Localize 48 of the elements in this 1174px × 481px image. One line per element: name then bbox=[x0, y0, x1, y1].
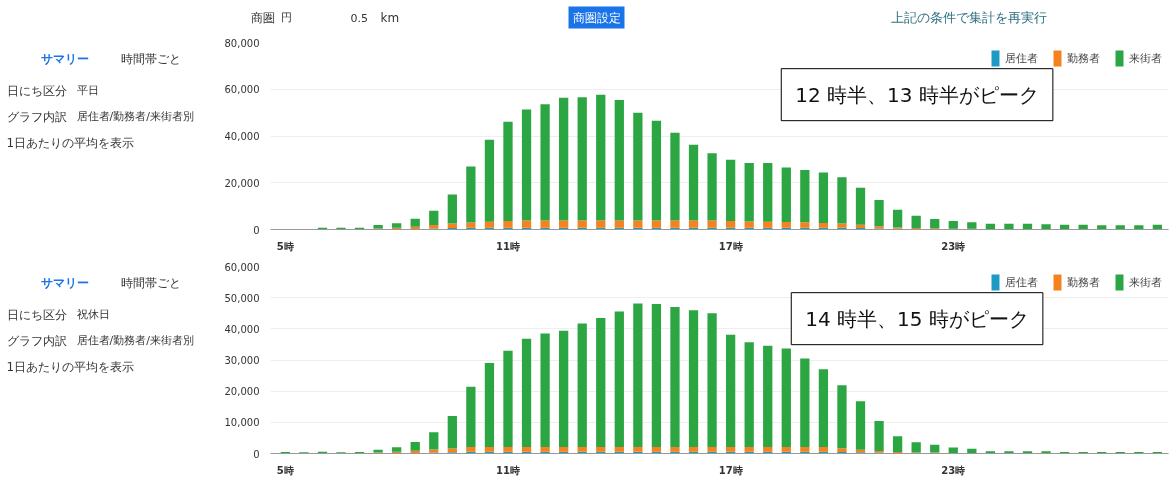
text: 日にち区分 bbox=[6, 83, 67, 98]
text: 1日あたりの平均を表示 bbox=[6, 359, 135, 374]
x-tick-label: 17時 bbox=[718, 464, 743, 476]
text: サマリー bbox=[40, 51, 89, 66]
text: サマリー bbox=[40, 275, 89, 290]
x-tick-label: 5時 bbox=[276, 464, 294, 476]
x-tick-label: 23時 bbox=[941, 464, 966, 476]
annotation: 14 時半、15 時がピーク bbox=[805, 306, 1029, 331]
text: 0.5 bbox=[350, 11, 368, 25]
y-tick-label: 0 bbox=[253, 224, 260, 236]
text: グラフ内訳 bbox=[6, 109, 67, 124]
legend-label: 来街者 bbox=[1129, 50, 1162, 66]
legend-label: 居住者 bbox=[1005, 50, 1038, 66]
x-tick-label: 23時 bbox=[941, 240, 966, 252]
y-tick-label: 60,000 bbox=[224, 261, 260, 273]
x-tick-label: 11時 bbox=[496, 240, 520, 252]
text: 上記の条件で集計を再実行 bbox=[890, 10, 1047, 25]
y-tick-label: 40,000 bbox=[224, 131, 260, 142]
text: 時間帯ごと bbox=[120, 51, 181, 66]
legend-label: 勤務者 bbox=[1067, 50, 1100, 66]
text: 時間帯ごと bbox=[120, 275, 181, 290]
y-tick-label: 50,000 bbox=[224, 292, 260, 304]
text: km bbox=[380, 10, 400, 25]
y-tick-label: 30,000 bbox=[224, 355, 260, 366]
annotation: 12 時半、13 時半がピーク bbox=[795, 82, 1039, 107]
x-tick-label: 5時 bbox=[276, 240, 294, 252]
text: 平日 bbox=[76, 84, 99, 97]
y-tick-label: 80,000 bbox=[224, 37, 260, 49]
y-tick-label: 20,000 bbox=[224, 177, 260, 189]
text: 日にち区分 bbox=[6, 307, 67, 322]
x-tick-label: 11時 bbox=[496, 464, 520, 476]
legend-label: 居住者 bbox=[1005, 274, 1038, 290]
y-tick-label: 10,000 bbox=[224, 417, 260, 429]
text: 居住者/勤務者/来街者別 bbox=[76, 334, 194, 347]
text: 円 bbox=[280, 11, 292, 24]
x-tick-label: 17時 bbox=[718, 240, 743, 252]
text: 1日あたりの平均を表示 bbox=[6, 135, 135, 150]
y-tick-label: 60,000 bbox=[224, 84, 260, 96]
legend-label: 勤務者 bbox=[1067, 274, 1100, 290]
legend-label: 来街者 bbox=[1129, 274, 1162, 290]
y-tick-label: 20,000 bbox=[224, 386, 260, 398]
text: グラフ内訳 bbox=[6, 333, 67, 348]
y-tick-label: 40,000 bbox=[224, 323, 260, 335]
text: 祝休日 bbox=[76, 308, 110, 321]
y-tick-label: 0 bbox=[253, 448, 260, 460]
text: 商圏設定 bbox=[572, 10, 621, 25]
text: 居住者/勤務者/来街者別 bbox=[76, 110, 194, 123]
text: 商圏 bbox=[250, 10, 275, 25]
